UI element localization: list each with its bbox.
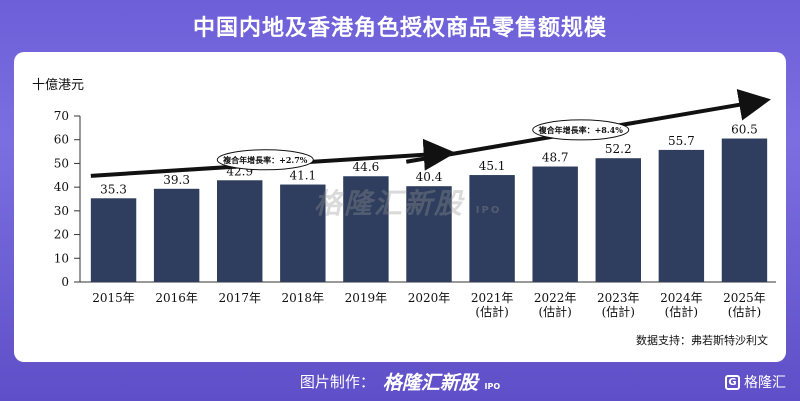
bar-chart: 01020304050607035.32015年39.32016年42.9201… [54,88,776,319]
cagr-bubble [216,149,314,171]
x-tick-label: 2021年 [471,291,514,305]
y-axis-unit: 十億港元 [32,78,85,93]
page-title: 中国内地及香港角色授权商品零售额规模 [192,16,607,41]
data-label: 55.7 [668,134,695,148]
x-tick-label: (估計) [475,304,508,319]
x-tick-label: 2015年 [92,291,135,305]
data-label: 40.4 [416,170,443,184]
data-label: 35.3 [100,182,127,196]
cagr-label: 複合年增長率：+8.4% [538,125,624,135]
x-tick-label: 2020年 [408,291,451,305]
x-tick-label: (估計) [538,304,571,319]
x-tick-label: 2019年 [345,291,388,305]
bar [532,166,578,282]
cagr-label: 複合年增長率：+2.7% [222,155,308,165]
source-note: 数据支持：弗若斯特沙利文 [636,334,768,347]
bar [90,198,137,282]
bar [343,176,389,282]
y-tick-label: 40 [54,180,69,194]
footer: 图片制作： 格隆汇新股 IPO [0,362,800,401]
y-tick-label: 30 [54,204,69,218]
x-tick-label: 2025年 [723,291,766,305]
y-tick-label: 20 [54,228,69,242]
x-tick-label: 2017年 [218,291,261,305]
y-tick-label: 10 [54,251,69,265]
bar [469,175,515,282]
data-label: 45.1 [479,159,506,173]
y-tick-label: 60 [54,133,69,147]
bar [721,138,768,282]
logo-text: 格隆汇 [744,375,786,391]
chart-card: 十億港元 0 10 20 30 40 50 60 70 35.3 2015年 39.3 2016年 42… [14,52,786,362]
data-label: 60.5 [731,123,758,137]
x-tick-label: 2018年 [282,291,325,305]
watermark: 格隆汇新股 IPO [314,187,502,220]
data-label: 41.1 [289,169,316,183]
y-tick-label: 50 [54,156,69,170]
bar [406,186,452,282]
x-tick-label: 2024年 [660,291,703,305]
x-tick-label: (估計) [728,304,761,319]
y-tick-label: 70 [54,109,69,123]
corner-logo: G 格隆汇 [725,372,786,392]
logo-icon: G [725,374,740,390]
bar [595,158,641,282]
y-tick-label: 0 [61,275,69,289]
bar [217,180,263,282]
data-label: 44.6 [353,160,380,174]
data-label: 39.3 [163,173,190,187]
x-tick-label: 2022年 [534,291,577,305]
x-tick-label: 2016年 [155,291,198,305]
x-tick-label: (估計) [602,304,635,319]
cagr-bubble [532,119,630,141]
footer-label: 图片制作： [299,373,375,391]
bar [153,188,200,282]
bar [658,149,705,282]
bar [280,184,326,282]
x-tick-label: (估計) [665,304,698,319]
footer-brand: 格隆汇新股 IPO [382,372,501,394]
x-tick-label: 2023年 [597,291,640,305]
data-label: 52.2 [605,142,632,156]
data-label: 48.7 [542,151,569,165]
